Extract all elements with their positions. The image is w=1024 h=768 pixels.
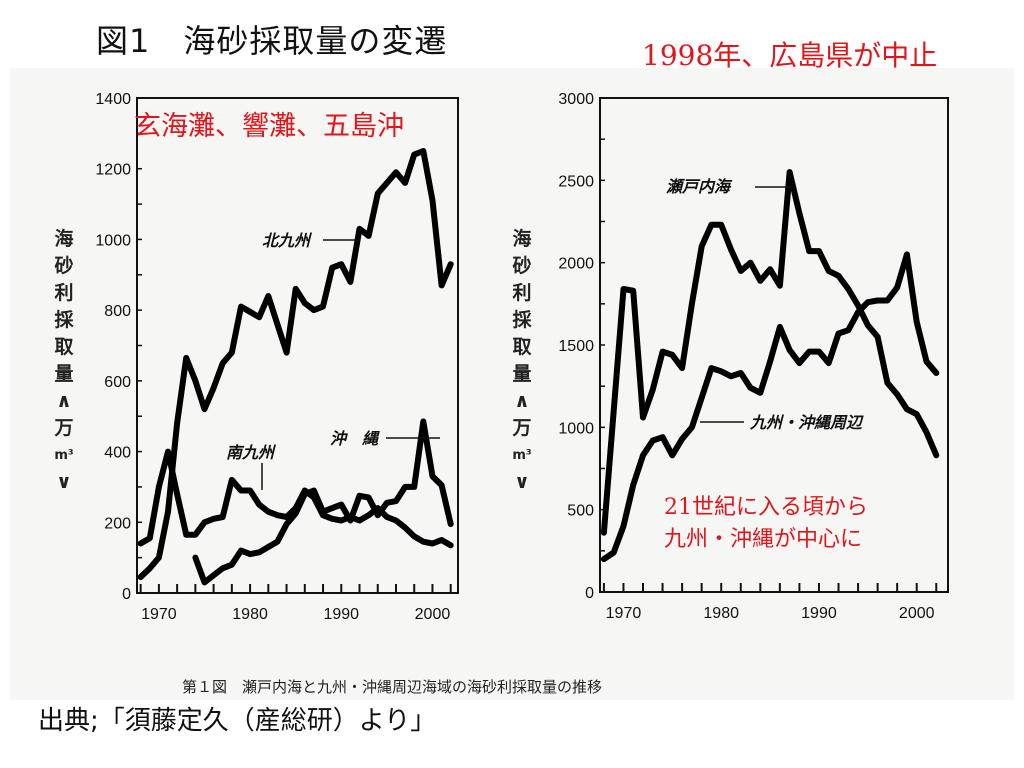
y-axis-label-char: 海 (54, 228, 74, 250)
x-tick-label: 2000 (899, 605, 935, 622)
series-label: 瀬戸内海 (666, 177, 733, 196)
left-y-axis-label: 海砂利採取量 ∧ 万 m³ ∨ (52, 226, 76, 496)
y-axis-label-char: 海 (512, 228, 532, 250)
y-axis-label-char: 取 (54, 336, 74, 358)
y-axis-label-char: ∨ (514, 471, 530, 493)
x-tick-label: 1970 (606, 605, 642, 622)
y-axis-label-char: m³ (512, 448, 532, 463)
y-axis-label-char: ∧ (514, 390, 530, 412)
x-tick-label: 2000 (415, 606, 451, 623)
series-line-北九州 (137, 148, 454, 581)
y-axis-label-char: 利 (54, 282, 74, 304)
y-axis-label-char: 砂 (512, 255, 532, 277)
y-tick-label: 2000 (558, 256, 594, 273)
x-tick-label: 1990 (323, 606, 359, 623)
annotation-hiroshima: 1998年、広島県が中止 (642, 39, 938, 72)
y-axis-label-char: m³ (54, 448, 74, 463)
y-tick-label: 1500 (558, 338, 594, 355)
x-tick-label: 1980 (232, 606, 268, 623)
series-line-九州・沖縄周辺 (600, 251, 940, 563)
series-label: 北九州 (262, 231, 313, 250)
annotation-right-note-line1: 21世紀に入る頃から (664, 495, 868, 520)
x-tick-label: 1980 (703, 605, 739, 622)
annotation-left-region: 玄海灘、響灘、五島沖 (134, 111, 404, 142)
series-line-瀬戸内海 (600, 169, 940, 536)
figure-background (10, 68, 1014, 700)
y-tick-label: 2500 (558, 173, 594, 190)
series-line-南九州 (137, 448, 454, 549)
series-label: 九州・沖縄周辺 (749, 413, 864, 432)
y-tick-label: 500 (567, 503, 594, 520)
y-tick-label: 1200 (95, 162, 131, 179)
right-y-axis-label: 海砂利採取量 ∧ 万 m³ ∨ (510, 226, 534, 496)
y-axis-label-char: 採 (512, 309, 532, 331)
y-axis-label-char: 量 (54, 363, 74, 385)
y-tick-label: 0 (585, 585, 594, 602)
annotation-right-note-line2: 九州・沖縄が中心に (664, 527, 863, 552)
y-axis-label-char: 万 (512, 417, 532, 439)
y-axis-label-char: 取 (512, 336, 532, 358)
y-tick-label: 400 (104, 445, 131, 462)
series-label: 沖 縄 (330, 429, 380, 448)
y-axis-label-char: 万 (54, 417, 74, 439)
y-tick-label: 1000 (95, 232, 131, 249)
y-tick-label: 1400 (95, 91, 131, 108)
x-tick-label: 1970 (141, 606, 177, 623)
series-label: 南九州 (226, 443, 277, 462)
y-axis-label-char: ∧ (56, 390, 72, 412)
y-axis-label-char: 砂 (54, 255, 74, 277)
source-citation: 出典;「須藤定久（産総研）より」 (38, 706, 437, 736)
y-tick-label: 1000 (558, 420, 594, 437)
y-tick-label: 0 (122, 586, 131, 603)
y-tick-label: 800 (104, 303, 131, 320)
y-axis-label-char: ∨ (56, 471, 72, 493)
y-tick-label: 200 (104, 515, 131, 532)
y-tick-label: 3000 (558, 91, 594, 108)
page-title: 図1 海砂採取量の変遷 (96, 22, 448, 60)
series-line-沖縄 (192, 418, 454, 586)
y-axis-label-char: 利 (512, 282, 532, 304)
annotation-right-note: 21世紀に入る頃から 九州・沖縄が中心に (664, 492, 868, 556)
y-tick-label: 600 (104, 374, 131, 391)
y-axis-label-char: 採 (54, 309, 74, 331)
figure-caption: 第１図 瀬戸内海と九州・沖縄周辺海域の海砂利採取量の推移 (182, 678, 603, 696)
y-axis-label-char: 量 (512, 363, 532, 385)
x-tick-label: 1990 (801, 605, 837, 622)
